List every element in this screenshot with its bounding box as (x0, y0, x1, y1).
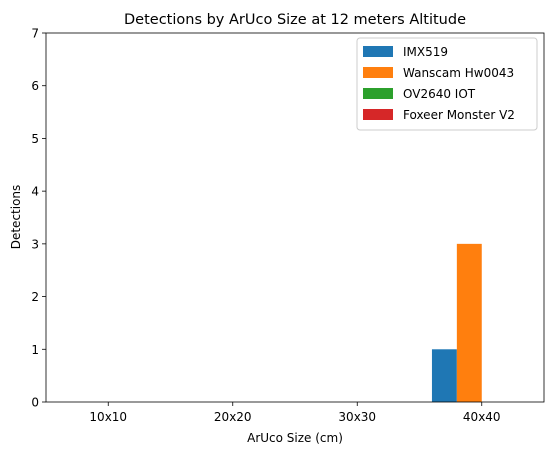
chart-title: Detections by ArUco Size at 12 meters Al… (124, 12, 466, 28)
y-tick-label: 2 (31, 290, 39, 304)
plot-frame (45, 32, 545, 403)
legend-swatch (363, 46, 393, 57)
y-tick-label: 0 (31, 396, 39, 410)
legend-swatch (363, 67, 393, 78)
y-tick-label: 3 (31, 237, 39, 251)
x-axis-label: ArUco Size (cm) (247, 431, 343, 445)
legend-label: Wanscam Hw0043 (403, 66, 514, 80)
y-tick-label: 5 (31, 132, 39, 146)
legend-swatch (363, 88, 393, 99)
legend-box (356, 37, 538, 131)
legend-swatch (363, 109, 393, 120)
x-tick-label: 20x20 (214, 410, 252, 424)
y-tick-label: 4 (31, 185, 39, 199)
legend: IMX519 Wanscam Hw0043 OV2640 IOT Foxeer Mon… (356, 37, 538, 131)
legend-label: OV2640 IOT (403, 87, 476, 101)
x-tick-label: 30x30 (338, 410, 376, 424)
y-tick-label: 7 (31, 27, 39, 41)
x-tick-label: 40x40 (463, 410, 501, 424)
y-tick-label: 1 (31, 343, 39, 357)
y-axis-label: Detections (9, 185, 23, 250)
legend-label: Foxeer Monster V2 (403, 108, 515, 122)
bar (431, 349, 457, 402)
axes-layer: 0 1 2 3 4 5 6 7 10x10 20x20 30x30 40x40 (31, 27, 545, 424)
y-tick-label: 6 (31, 79, 39, 93)
bar (456, 243, 482, 402)
x-tick-label: 10x10 (89, 410, 127, 424)
bars-layer (431, 243, 482, 402)
legend-label: IMX519 (403, 45, 448, 59)
